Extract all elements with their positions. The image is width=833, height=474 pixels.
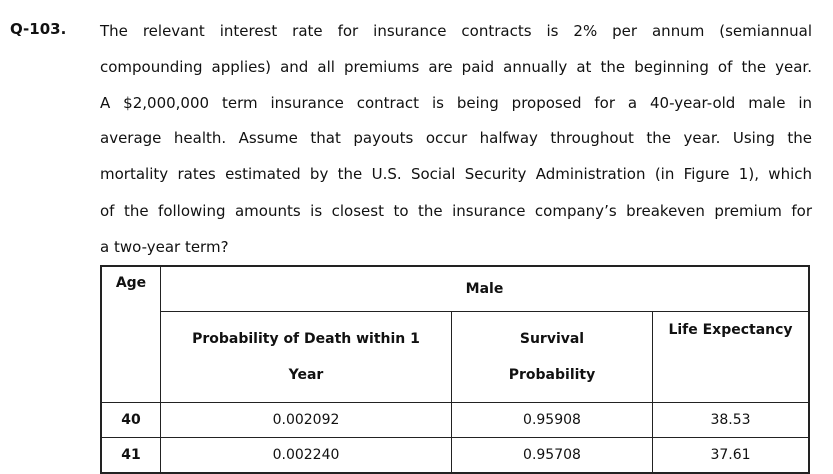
mortality-table: Age Male Probability of Death within 1 Y… [100,265,810,474]
age-header-spacer [100,311,161,403]
question-line-1: The relevant interest rate for insurance… [100,22,812,40]
table-row: 40 0.002092 0.95908 38.53 [100,401,810,438]
death-prob-cell: 0.002240 [160,436,452,473]
life-expectancy-header: Life Expectancy [652,310,810,403]
life-expectancy-header-line1: Life Expectancy [668,321,793,338]
male-header: Male [160,265,810,312]
life-expectancy-cell: 38.53 [652,401,810,438]
question-number: Q-103. [10,20,67,38]
survival-header-line1: Survival [519,330,585,347]
survival-header-line2: Probability [508,366,596,383]
table-row: 41 0.002240 0.95708 37.61 [100,436,810,473]
question-line-3: A $2,000,000 term insurance contract is … [100,94,812,112]
survival-cell: 0.95908 [451,401,653,438]
death-prob-header-line2: Year [288,366,324,383]
age-cell: 40 [100,401,161,438]
question-line-2: compounding applies) and all premiums ar… [100,58,812,76]
death-prob-header: Probability of Death within 1 Year [160,310,452,403]
question-line-5: mortality rates estimated by the U.S. So… [100,165,812,183]
death-prob-cell: 0.002092 [160,401,452,438]
question-line-7: a two-year term? [100,238,229,256]
life-expectancy-cell: 37.61 [652,436,810,473]
question-line-6: of the following amounts is closest to t… [100,202,812,220]
question-line-4: average health. Assume that payouts occu… [100,129,812,147]
survival-cell: 0.95708 [451,436,653,473]
survival-header: Survival Probability [451,310,653,403]
age-cell: 41 [100,436,161,473]
death-prob-header-line1: Probability of Death within 1 [192,330,420,347]
age-header: Age [100,265,161,311]
